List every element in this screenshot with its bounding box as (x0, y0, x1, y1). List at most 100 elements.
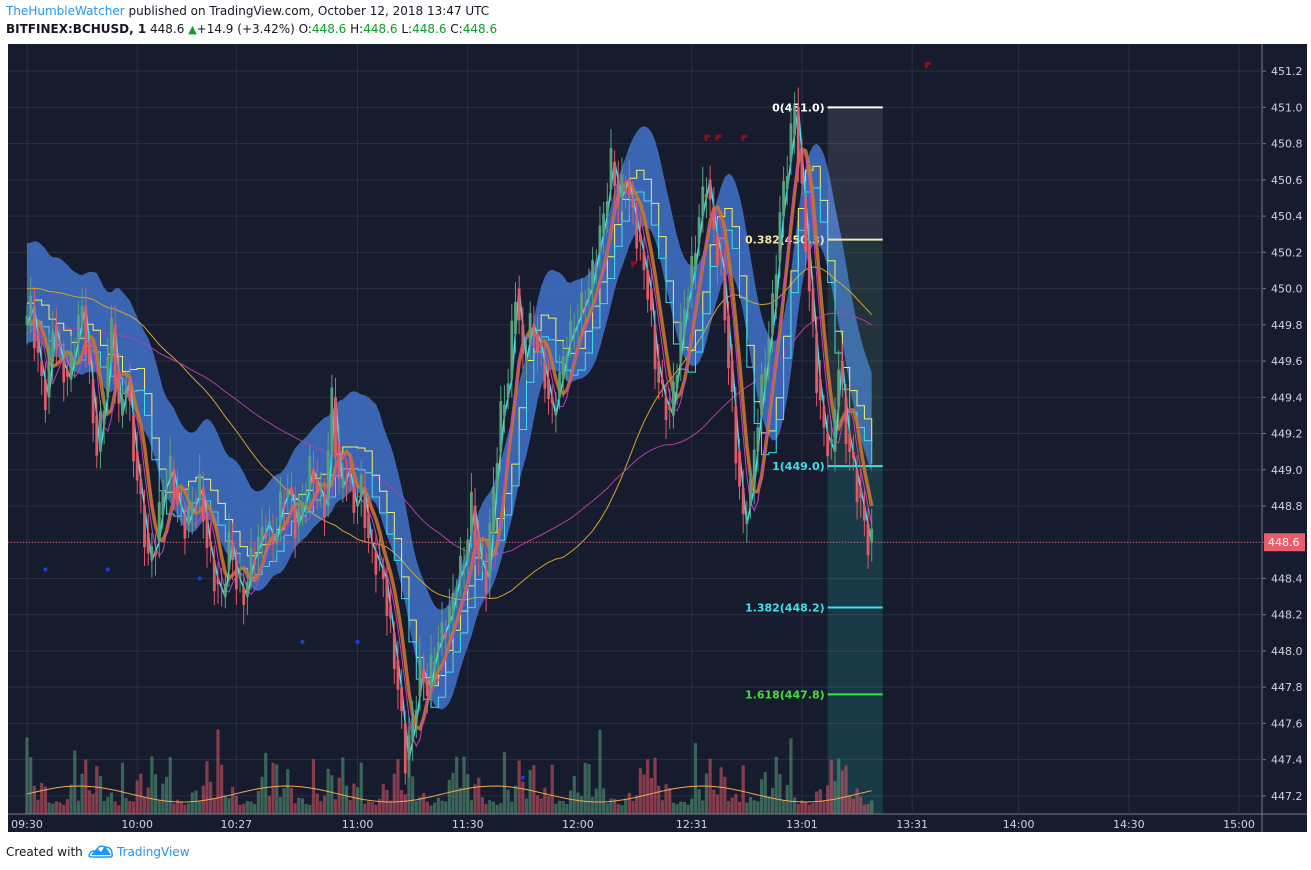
candle-body (660, 379, 664, 385)
candle-body (216, 578, 220, 585)
publish-line: TheHumbleWatcher published on TradingVie… (6, 4, 489, 18)
volume-bar (201, 785, 205, 814)
y-tick-label: 450.2 (1271, 246, 1303, 259)
y-tick-label: 448.4 (1271, 572, 1303, 585)
volume-bar (447, 779, 451, 814)
candle-body (161, 491, 165, 516)
candle-body (341, 477, 345, 488)
price-chart[interactable]: 447.2 447.4 447.6 447.8 448.0 448.2 448.4 448.6… (0, 42, 1311, 832)
candle-body (723, 270, 727, 321)
candle-body (466, 539, 470, 561)
candle-body (760, 374, 763, 416)
ma-fast-magenta (26, 146, 873, 748)
candle-body (88, 342, 91, 365)
candle-body (587, 287, 591, 298)
volume-ma-line (26, 785, 872, 803)
tradingview-link[interactable]: TradingView (117, 845, 190, 859)
volume-bar (506, 789, 510, 814)
volume-bar (337, 777, 341, 814)
volume-bar (444, 801, 448, 814)
created-with-text: Created with (6, 845, 83, 859)
sell-flag-marker (741, 134, 748, 141)
volume-bar (458, 787, 462, 814)
volume-bar (499, 803, 503, 814)
volume-bar (418, 797, 422, 814)
volume-bar (164, 776, 169, 814)
candle-body (422, 669, 426, 682)
candle-body (447, 606, 451, 624)
volume-bar (429, 805, 433, 814)
volume-bar (234, 795, 238, 814)
candle-body (539, 342, 543, 347)
y-tick-label: 448.8 (1271, 500, 1303, 513)
y-tick-label: 447.6 (1271, 717, 1303, 730)
candle-body (848, 433, 852, 452)
open-label: O: (298, 22, 312, 36)
candle-body (851, 451, 855, 459)
volume-bar (286, 769, 290, 814)
volume-bar (411, 776, 415, 814)
candle-body (705, 194, 708, 198)
volume-bar (209, 781, 213, 814)
chart-header: TheHumbleWatcher published on TradingVie… (0, 0, 1311, 42)
candle-body (833, 409, 837, 452)
x-tick-label: 09:30 (11, 818, 43, 831)
candle-body (304, 500, 308, 506)
candle-body (359, 474, 363, 497)
candle-body (345, 478, 348, 482)
candle-body (374, 551, 378, 575)
volume-bar (139, 773, 143, 814)
candle-body (264, 533, 268, 539)
candle-body (550, 397, 554, 404)
volume-bar (550, 764, 554, 814)
candle-body (536, 333, 539, 353)
candle-body (110, 317, 113, 362)
candle-body (697, 217, 701, 244)
candle-body (253, 560, 257, 565)
candle-body (58, 342, 62, 348)
candle-body (572, 328, 576, 334)
buy-dot-marker (197, 576, 202, 581)
buy-dot-marker (300, 639, 305, 644)
candle-body (286, 488, 290, 497)
y-tick-label: 450.4 (1271, 210, 1303, 223)
candle-body (25, 315, 29, 325)
candle-body (554, 411, 558, 416)
candle-body (672, 381, 675, 416)
candle-body (752, 449, 756, 488)
candle-body (668, 406, 672, 411)
volume-bar (583, 762, 587, 814)
candle-body (642, 252, 646, 271)
open-value: 448.6 (311, 22, 347, 36)
candle-body (521, 324, 525, 354)
y-tick-label: 449.2 (1271, 428, 1303, 441)
candle-body (201, 487, 205, 522)
volume-bar (352, 783, 356, 814)
volume-bar (422, 793, 426, 814)
volume-bar (433, 802, 437, 814)
author-link[interactable]: TheHumbleWatcher (6, 4, 125, 18)
candle-body (308, 456, 312, 488)
chart-area[interactable]: 447.2 447.4 447.6 447.8 448.0 448.2 448.4 448.6… (0, 42, 1311, 832)
candle-body (638, 234, 642, 242)
candle-body (683, 308, 686, 334)
candle-body (256, 536, 260, 552)
x-tick-label: 11:00 (342, 818, 374, 831)
x-tick-label: 10:00 (121, 818, 153, 831)
candle-body (716, 234, 719, 266)
buy-dot-marker (105, 567, 110, 572)
volume-bar (40, 782, 44, 814)
candle-body (653, 324, 657, 370)
candle-body (370, 542, 374, 544)
candle-body (804, 198, 808, 253)
fib-level-label: 1.618(447.8) (745, 688, 825, 701)
candle-body (782, 180, 785, 217)
volume-bar (264, 752, 268, 814)
candle-body (811, 288, 815, 322)
candle-body (686, 297, 690, 307)
candle-body (429, 654, 433, 688)
volume-bar (238, 804, 242, 814)
volume-bar (113, 801, 117, 814)
volume-bar (616, 804, 620, 814)
volume-bar (381, 783, 385, 814)
